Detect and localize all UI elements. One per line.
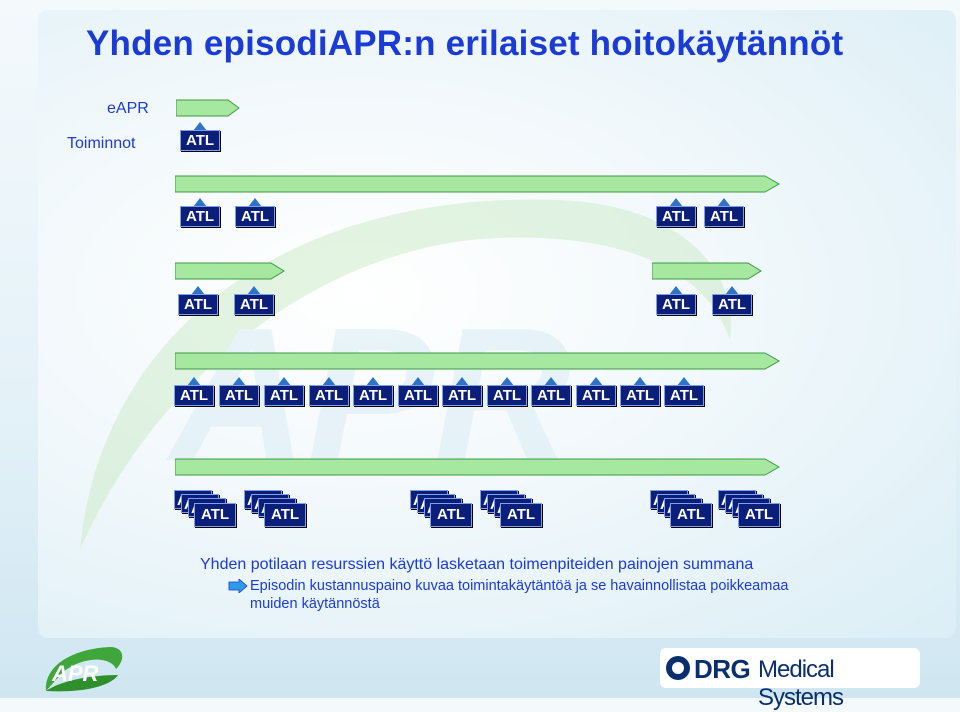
atl-r3-8: ATL — [487, 377, 527, 406]
arrow-right-icon — [228, 579, 248, 593]
drg-brand-rest: Medical Systems — [758, 656, 844, 711]
atl-r1-3: ATL — [656, 198, 696, 227]
atl-r3-7: ATL — [442, 377, 482, 406]
apr-watermark: APR — [80, 199, 732, 550]
eapr-label: eAPR — [107, 100, 149, 117]
episode-arrow-row1 — [175, 175, 780, 193]
atl-r3-1: ATL — [174, 377, 214, 406]
atl-r1-2: ATL — [235, 198, 275, 227]
atl-r1-1: ATL — [180, 198, 220, 227]
bullet-main: Yhden potilaan resurssien käyttö lasketa… — [200, 556, 754, 573]
atl-r3-12: ATL — [664, 377, 704, 406]
toiminnot-label: Toiminnot — [67, 135, 136, 152]
atl-r2-1: ATL — [178, 286, 218, 315]
apr-logo: APR — [45, 647, 123, 692]
atl-r3-11: ATL — [620, 377, 660, 406]
episode-arrow-row2b — [652, 262, 762, 280]
atl-legend: ATL — [180, 122, 220, 151]
drg-logo: DRG Medical Systems — [660, 648, 920, 711]
atl-r2-2: ATL — [234, 286, 274, 315]
bullet-sub-text: Episodin kustannuspaino kuvaa toimintakä… — [250, 578, 789, 612]
atl-r3-6: ATL — [398, 377, 438, 406]
apr-logo-text: APR — [51, 661, 99, 686]
atl-r3-9: ATL — [531, 377, 571, 406]
episode-arrow-row3 — [175, 352, 780, 370]
atl-r3-2: ATL — [219, 377, 259, 406]
atl-r1-4: ATL — [704, 198, 744, 227]
page-title: Yhden episodiAPR:n erilaiset hoitokäytän… — [86, 24, 844, 63]
atl-r2-4: ATL — [712, 286, 752, 315]
atl-r3-4: ATL — [309, 377, 349, 406]
atl-r3-5: ATL — [353, 377, 393, 406]
atl-r3-3: ATL — [264, 377, 304, 406]
drg-brand: DRG — [694, 654, 751, 684]
drg-circle-icon — [666, 656, 690, 680]
episode-arrow-row4 — [175, 458, 780, 476]
episode-arrow-legend — [176, 99, 240, 117]
episode-arrow-row2a — [175, 262, 285, 280]
atl-r2-3: ATL — [656, 286, 696, 315]
atl-r3-10: ATL — [576, 377, 616, 406]
